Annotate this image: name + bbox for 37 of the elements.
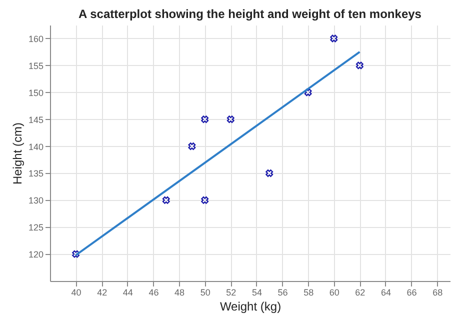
y-tick-label: 135 [28,168,44,179]
x-tick-label: 66 [406,288,417,298]
point [201,116,209,124]
x-tick-label: 58 [304,288,314,298]
point [72,250,80,258]
x-tick-label: 52 [226,288,236,298]
x-tick-label: 62 [355,288,366,298]
x-tick-label: 48 [174,288,185,298]
x-tick-label: 60 [329,288,340,298]
x-axis-title: Weight (kg) [220,300,282,314]
x-tick-label: 54 [252,288,262,298]
point [162,196,170,204]
point [266,169,274,177]
y-tick-label: 140 [28,142,44,152]
point [330,34,338,42]
point [356,62,364,70]
y-tick-label: 160 [28,34,44,44]
y-tick-label: 145 [28,114,44,125]
x-tick-label: 46 [148,288,159,298]
x-tick-label: 42 [97,288,108,298]
y-axis-title: Height (cm) [10,122,24,185]
y-tick-label: 150 [28,88,44,98]
y-tick-label: 155 [28,60,44,71]
y-tick-label: 125 [28,222,44,233]
x-tick-label: 56 [278,288,288,298]
chart-title: A scatterplot showing the height and weight of ten monkeys [78,7,422,21]
y-tick-label: 130 [28,196,44,206]
point [188,142,196,150]
x-tick-label: 64 [380,288,391,298]
x-tick-label: 44 [122,288,133,298]
x-tick-label: 68 [432,288,443,298]
x-tick-label: 50 [200,288,210,298]
point [201,196,209,204]
y-tick-label: 120 [28,250,44,260]
x-tick-label: 40 [71,288,82,298]
point [226,116,234,124]
point [304,88,312,96]
